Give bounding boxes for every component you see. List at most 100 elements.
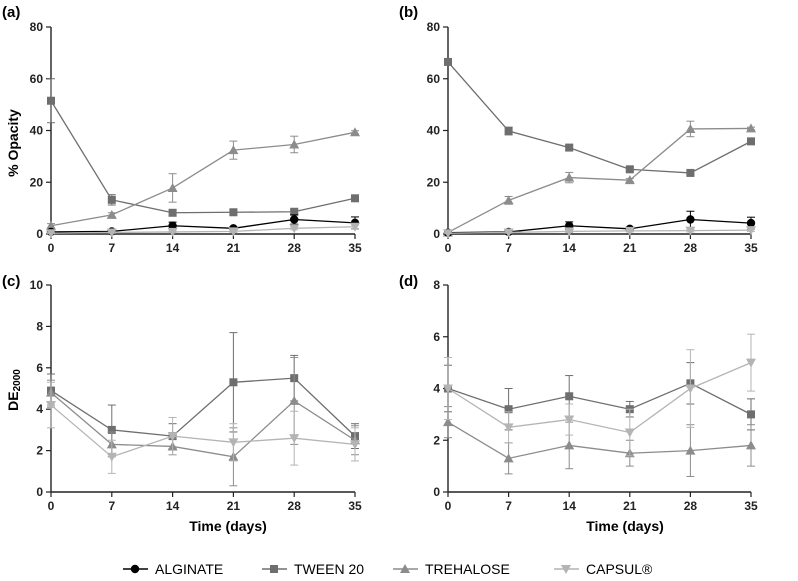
data-point-capsul	[167, 227, 178, 237]
series-line-capsul	[447, 229, 752, 234]
x-tick-label: 35	[744, 241, 758, 255]
x-tick-label: 7	[505, 241, 512, 255]
data-point-trehalose	[503, 453, 514, 463]
series-tween20	[47, 332, 359, 456]
data-point-capsul	[564, 227, 575, 237]
data-point-trehalose	[46, 220, 56, 230]
data-point-tween20	[168, 208, 177, 217]
data-point-capsul	[624, 428, 635, 438]
x-axis-title-d: Time (days)	[586, 518, 664, 534]
data-point-capsul	[503, 228, 514, 238]
series-capsul	[443, 226, 756, 239]
panel-c: 0 2 4 6 8 10 0 7 14 21 28 35	[30, 278, 362, 513]
data-point-capsul	[685, 384, 696, 394]
data-point-capsul	[564, 415, 575, 425]
data-point-capsul	[228, 227, 239, 237]
y-tick-label: 80	[427, 20, 441, 34]
x-tick-label: 0	[445, 241, 452, 255]
panel-d-label: (d)	[399, 273, 418, 290]
data-point-trehalose	[289, 395, 300, 405]
series-line-trehalose	[50, 131, 356, 227]
legend-marker-tween20	[270, 565, 278, 573]
y-tick-label: 2	[433, 433, 440, 447]
data-point-tween20	[565, 143, 574, 152]
data-point-tween20	[47, 96, 55, 105]
y-tick-label: 10	[30, 278, 44, 292]
x-tick-label: 14	[166, 499, 180, 513]
data-point-trehalose	[564, 440, 575, 450]
series-line-tween20	[50, 377, 356, 437]
y-tick-label: 60	[30, 72, 44, 86]
series-tween20	[444, 362, 755, 431]
data-point-tween20	[747, 137, 755, 146]
x-axis-title-c: Time (days)	[189, 518, 267, 534]
series-trehalose	[46, 356, 360, 487]
data-point-tween20	[229, 208, 238, 217]
data-point-tween20	[625, 165, 634, 174]
data-point-capsul	[443, 384, 453, 394]
y-tick-label: 2	[36, 444, 43, 458]
legend-label-capsul: CAPSUL®	[586, 561, 653, 577]
data-point-tween20	[229, 378, 238, 387]
y-axis-title-de-sub: 2000	[12, 369, 23, 392]
series-line-tween20	[447, 382, 752, 415]
series-trehalose	[443, 406, 756, 477]
x-tick-label: 14	[166, 241, 180, 255]
legend-marker-trehalose	[400, 564, 410, 573]
series-line-capsul	[447, 362, 752, 434]
data-point-capsul	[106, 452, 117, 462]
x-tick-label: 21	[623, 241, 637, 255]
data-point-capsul	[228, 438, 239, 448]
y-tick-label: 20	[30, 175, 44, 189]
panel-c-label: (c)	[2, 273, 20, 290]
data-point-tween20	[290, 207, 299, 216]
data-point-alginate	[290, 215, 299, 224]
panel-a: 0 20 40 60 80 0 7 14 21 28 35	[30, 20, 362, 255]
series-line-trehalose	[50, 392, 356, 458]
y-axis-title-de-main: DE	[5, 391, 21, 410]
y-tick-label: 80	[30, 20, 44, 34]
y-tick-label: 20	[427, 175, 441, 189]
data-point-trehalose	[350, 127, 360, 137]
data-point-alginate	[746, 218, 756, 228]
y-tick-label: 4	[36, 402, 43, 416]
x-tick-label: 35	[348, 499, 362, 513]
data-point-trehalose	[564, 172, 575, 182]
x-tick-label: 0	[48, 499, 55, 513]
series-capsul	[46, 222, 360, 239]
data-point-tween20	[107, 195, 116, 204]
x-tick-label: 21	[623, 499, 637, 513]
data-point-capsul	[167, 432, 178, 442]
data-point-trehalose	[167, 182, 178, 192]
y-tick-label: 40	[427, 124, 441, 138]
data-point-capsul	[289, 224, 300, 234]
series-tween20	[47, 78, 359, 217]
y-tick-label: 0	[36, 485, 43, 499]
data-point-capsul	[746, 358, 756, 368]
y-tick-label: 0	[433, 485, 440, 499]
data-point-tween20	[686, 168, 695, 177]
y-tick-label: 60	[427, 72, 441, 86]
y-tick-label: 8	[36, 319, 43, 333]
data-point-trehalose	[503, 195, 514, 205]
panel-d: 0 2 4 6 8 0 7 14 21 28 35	[433, 278, 758, 513]
data-point-capsul	[685, 226, 696, 236]
data-point-trehalose	[106, 209, 117, 219]
data-point-trehalose	[685, 445, 696, 455]
x-tick-label: 28	[684, 241, 698, 255]
data-point-capsul	[624, 226, 635, 236]
data-point-tween20	[107, 425, 116, 434]
y-tick-label: 4	[433, 382, 440, 396]
data-point-trehalose	[685, 123, 696, 133]
data-point-trehalose	[624, 175, 635, 185]
data-point-capsul	[289, 434, 300, 444]
x-tick-label: 21	[227, 499, 241, 513]
series-capsul	[46, 381, 360, 474]
data-point-trehalose	[746, 440, 756, 450]
data-point-trehalose	[746, 123, 756, 133]
y-tick-label: 6	[36, 361, 43, 375]
data-point-capsul	[46, 229, 56, 239]
y-tick-label: 0	[433, 227, 440, 241]
legend: ALGINATE TWEEN 20 TREHALOSE CAPSUL®	[123, 561, 653, 577]
